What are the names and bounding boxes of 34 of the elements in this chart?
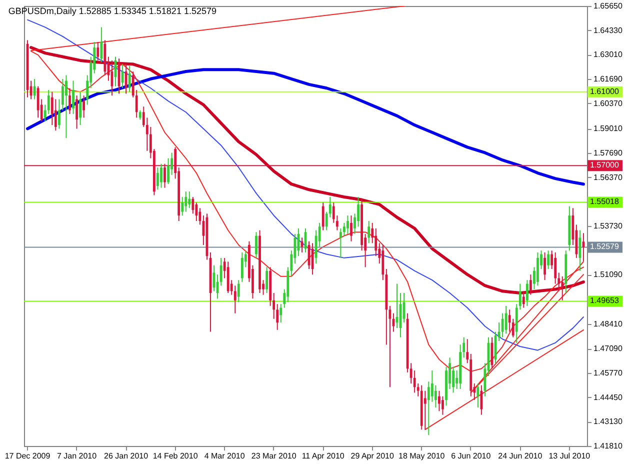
y-tick-label: 1.51090 <box>594 270 623 280</box>
ref-line-label: 1.55018 <box>590 197 620 206</box>
y-tick-label: 1.59010 <box>594 124 623 134</box>
x-tick-label: 23 Mar 2010 <box>251 452 297 460</box>
y-tick-label: 1.47090 <box>594 344 623 354</box>
ref-line-label: 1.61000 <box>590 86 620 96</box>
x-tick-label: 29 Apr 2010 <box>350 452 394 460</box>
y-tick-label: 1.45770 <box>594 368 623 378</box>
ref-line-label: 1.57000 <box>590 160 620 170</box>
ref-line-label: 1.52579 <box>590 242 620 252</box>
x-tick-label: 24 Jun 2010 <box>498 452 543 460</box>
x-tick-label: 7 Jan 2010 <box>56 452 98 460</box>
y-tick-label: 1.57690 <box>594 148 623 158</box>
y-tick-label: 1.43130 <box>594 417 623 426</box>
y-tick-label: 1.60370 <box>594 98 623 108</box>
x-tick-label: 18 May 2010 <box>398 452 446 460</box>
ref-line-label: 1.49653 <box>590 296 620 306</box>
y-tick-label: 1.64330 <box>594 26 623 35</box>
x-tick-label: 11 Apr 2010 <box>302 452 345 460</box>
y-tick-label: 1.65650 <box>594 2 623 10</box>
y-tick-label: 1.53730 <box>594 222 623 230</box>
y-tick-label: 1.41810 <box>594 442 623 450</box>
chart-title: GBPUSDm,Daily 1.52885 1.53345 1.51821 1.52579 <box>8 6 216 16</box>
x-tick-label: 13 Jul 2010 <box>548 452 591 460</box>
x-tick-label: 26 Jan 2010 <box>104 452 149 460</box>
x-tick-label: 14 Feb 2010 <box>152 452 198 460</box>
y-tick-label: 1.56370 <box>594 172 623 182</box>
y-tick-label: 1.63010 <box>594 50 623 60</box>
x-tick-label: 17 Dec 2009 <box>4 452 51 460</box>
x-tick-label: 6 Jun 2010 <box>451 452 492 460</box>
y-tick-label: 1.44450 <box>594 392 623 402</box>
y-tick-label: 1.61690 <box>594 74 623 84</box>
x-tick-label: 4 Mar 2010 <box>204 452 246 460</box>
y-tick-label: 1.48410 <box>594 320 623 329</box>
